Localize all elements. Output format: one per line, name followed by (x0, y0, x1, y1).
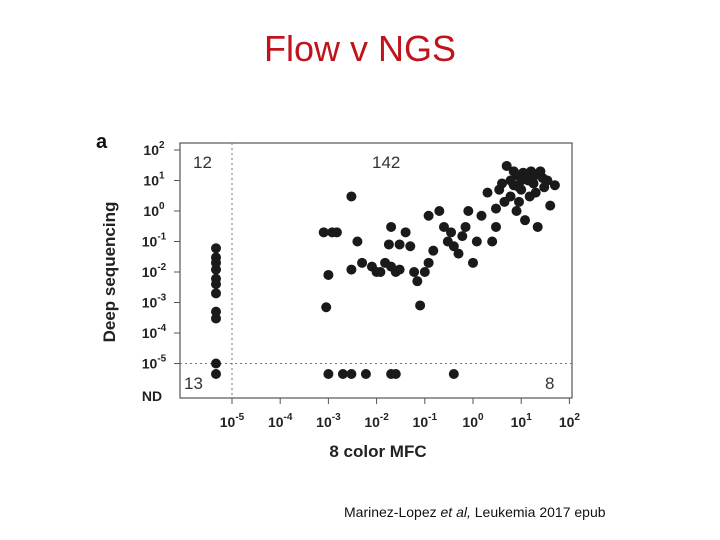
x-tick-label: 10-4 (268, 412, 293, 430)
citation: Marinez-Lopez et al, Leukemia 2017 epub (344, 504, 606, 520)
y-nd-label: ND (142, 388, 162, 404)
data-point (446, 227, 457, 238)
data-point-x-nd (211, 264, 221, 275)
data-point (383, 239, 394, 250)
slide-title: Flow v NGS (263, 28, 457, 69)
data-point-y-nd (346, 369, 357, 379)
data-point (460, 221, 471, 232)
data-point (471, 236, 482, 247)
panel-label: a (96, 131, 108, 153)
citation-et-al: et al, (440, 504, 471, 520)
data-point-y-nd (323, 369, 334, 379)
x-tick-label: 101 (511, 412, 533, 430)
y-tick-label: 10-5 (142, 354, 167, 372)
data-point (487, 236, 498, 247)
data-point (423, 257, 434, 268)
data-point (513, 196, 524, 207)
data-point (457, 231, 468, 242)
plot-frame (179, 142, 573, 399)
y-tick-label: 101 (143, 171, 165, 189)
data-point (321, 302, 332, 313)
data-point (394, 264, 405, 275)
data-point (505, 175, 516, 186)
data-point (352, 236, 363, 247)
data-point (346, 264, 357, 275)
data-point (448, 241, 459, 252)
y-tick-label: 100 (143, 201, 165, 219)
data-point (405, 241, 416, 252)
data-point (357, 257, 368, 268)
y-tick-label: 10-3 (142, 293, 167, 311)
data-point-both-nd (211, 369, 221, 379)
data-point (423, 210, 434, 221)
data-point (331, 227, 342, 238)
x-tick-label: 10-2 (364, 412, 389, 430)
data-point-x-nd (211, 279, 221, 290)
data-point (394, 239, 405, 250)
data-point (499, 196, 510, 207)
data-point (409, 267, 420, 277)
count-top-left: 12 (193, 153, 212, 172)
x-axis-title: 8 color MFC (329, 442, 426, 461)
data-point (400, 227, 411, 238)
citation-journal: Leukemia 2017 epub (470, 504, 606, 520)
data-point (532, 221, 543, 232)
data-point (530, 170, 541, 181)
y-tick-label: 102 (143, 140, 165, 158)
y-tick-label: 10-1 (142, 232, 167, 250)
data-point (346, 191, 357, 202)
y-tick-label: 10-2 (142, 262, 167, 280)
data-point (508, 166, 519, 177)
data-point-y-nd (360, 369, 371, 379)
data-point (434, 206, 445, 216)
data-point (386, 221, 397, 232)
data-point (468, 257, 478, 268)
data-point (490, 221, 501, 232)
data-point (482, 187, 493, 198)
data-point (412, 276, 423, 287)
data-point (375, 267, 386, 277)
y-tick-label: 10-4 (142, 323, 167, 341)
data-point (513, 182, 524, 193)
data-point (318, 227, 329, 238)
data-point (428, 245, 439, 256)
data-point-y-nd (337, 369, 348, 379)
x-tick-label: 10-3 (316, 412, 341, 430)
citation-authors: Marinez-Lopez (344, 504, 441, 520)
x-tick-label: 100 (462, 412, 484, 430)
data-point (453, 248, 464, 259)
data-point (549, 180, 560, 191)
data-point (542, 175, 553, 186)
count-top-right: 142 (372, 153, 400, 172)
data-point (518, 167, 529, 178)
x-tick-label: 10-5 (220, 412, 245, 430)
data-point (520, 215, 531, 226)
data-point (463, 206, 474, 216)
data-point (419, 267, 430, 277)
data-point (476, 210, 487, 221)
data-point-y-nd (390, 369, 401, 379)
count-bottom-left: 13 (184, 374, 203, 393)
data-point-x-nd (211, 358, 221, 369)
data-point (438, 221, 449, 232)
data-point-x-nd (211, 243, 221, 254)
data-point-x-nd (211, 306, 221, 317)
data-point-x-nd (211, 288, 221, 299)
x-tick-label: 10-1 (413, 412, 438, 430)
data-point (415, 300, 426, 311)
data-point (323, 269, 334, 280)
data-point (490, 203, 501, 214)
y-axis-title: Deep sequencing (100, 202, 119, 343)
data-point (524, 191, 535, 202)
data-point (511, 206, 522, 216)
data-point (497, 178, 508, 189)
data-point (501, 160, 512, 171)
data-point-y-nd (448, 369, 459, 379)
data-point (528, 178, 539, 189)
data-point (545, 200, 556, 211)
x-tick-label: 102 (559, 412, 581, 430)
count-bottom-right: 8 (545, 374, 554, 393)
